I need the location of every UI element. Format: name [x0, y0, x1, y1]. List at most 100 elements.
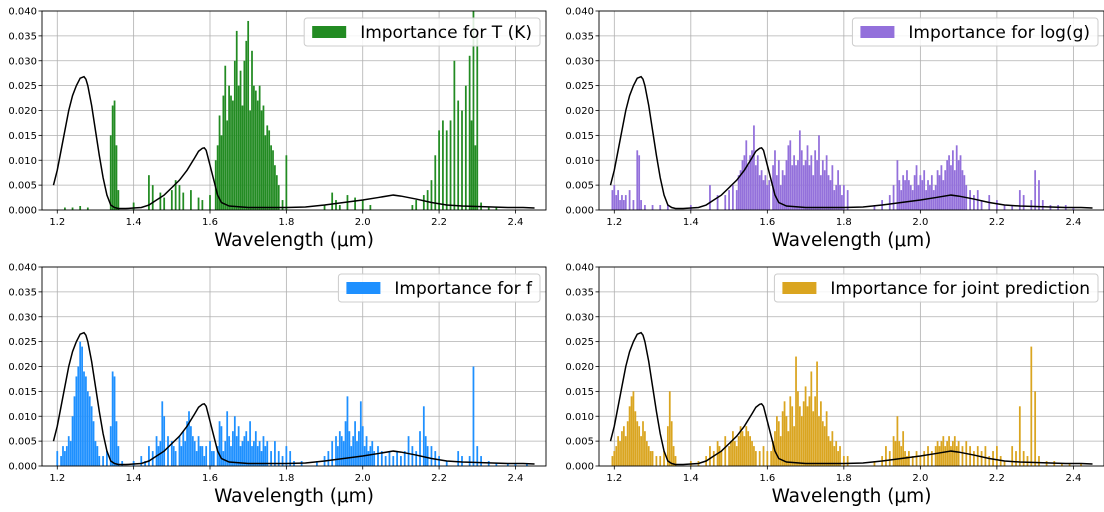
importance-bar	[253, 85, 255, 211]
x-axis-label: Wavelength (μm)	[214, 486, 374, 507]
importance-bar	[655, 456, 658, 466]
importance-bar	[1018, 190, 1021, 210]
importance-bar	[789, 396, 792, 466]
importance-bar	[827, 175, 830, 210]
importance-bar	[422, 195, 425, 210]
importance-bar	[1038, 456, 1040, 466]
importance-bar	[1068, 463, 1071, 466]
importance-bar	[952, 150, 954, 210]
importance-bar	[952, 441, 954, 467]
importance-bar	[184, 441, 187, 467]
legend-label: Importance for joint prediction	[830, 279, 1090, 299]
importance-bar	[251, 50, 253, 210]
importance-bar	[361, 426, 364, 466]
importance-bar	[818, 416, 820, 466]
spectrum-line	[52, 331, 535, 466]
importance-bar	[354, 197, 356, 210]
y-tick-label: 0.030	[8, 56, 37, 67]
importance-bar	[1038, 180, 1040, 210]
importance-bar	[243, 60, 246, 210]
y-tick-label: 0.015	[8, 387, 37, 398]
importance-bar	[798, 130, 801, 210]
importance-bar	[369, 446, 372, 466]
importance-bar	[73, 396, 76, 466]
x-tick-label: 1.6	[202, 473, 218, 484]
importance-bar	[220, 135, 223, 211]
importance-bar	[218, 421, 221, 466]
importance-bar	[955, 145, 958, 210]
importance-bar	[526, 463, 528, 466]
importance-bar	[950, 165, 952, 210]
importance-bar	[825, 411, 828, 466]
importance-bar	[728, 446, 730, 466]
importance-bar	[340, 436, 343, 466]
importance-bar	[266, 441, 269, 467]
importance-bar	[663, 451, 665, 466]
importance-bar	[256, 100, 259, 210]
y-tick-label: 0.005	[565, 181, 594, 192]
importance-bar	[111, 371, 114, 466]
importance-bar	[155, 436, 158, 466]
importance-bar	[94, 441, 97, 467]
importance-bar	[438, 130, 440, 210]
importance-bar	[718, 446, 721, 466]
chart-panel-2: 0.000 0.005 0.010 0.015 0.020 0.025 0.030 0.035…	[565, 7, 1104, 251]
importance-bar	[64, 451, 66, 466]
importance-bar	[938, 446, 941, 466]
importance-bar	[915, 165, 918, 210]
importance-bar	[904, 180, 906, 210]
importance-bar	[90, 406, 93, 466]
spectrum-line	[609, 331, 1093, 466]
importance-bar	[1011, 446, 1014, 466]
importance-bar	[973, 451, 975, 466]
importance-bar	[617, 190, 620, 210]
importance-bar	[270, 451, 272, 466]
importance-bar	[350, 446, 353, 466]
x-tick-label: 2.0	[912, 217, 928, 228]
importance-bar	[668, 391, 671, 467]
importance-bar	[846, 190, 849, 210]
importance-bar	[232, 431, 234, 466]
importance-bar	[829, 441, 832, 467]
importance-bar	[919, 456, 922, 466]
importance-bar	[806, 145, 809, 210]
importance-bar	[245, 431, 248, 466]
importance-bar	[659, 205, 662, 210]
importance-bar	[766, 451, 769, 466]
y-tick-label: 0.000	[565, 206, 594, 217]
importance-bar	[841, 195, 843, 210]
y-tick-label: 0.035	[8, 31, 37, 42]
importance-bar	[113, 100, 116, 210]
importance-bar	[77, 366, 80, 466]
x-tick-label: 1.2	[606, 473, 622, 484]
importance-bar	[163, 416, 166, 466]
importance-bar	[365, 436, 368, 466]
importance-bar	[285, 446, 288, 466]
importance-bar	[735, 446, 738, 466]
importance-bar	[178, 185, 181, 211]
importance-bar	[60, 456, 62, 466]
importance-bar	[709, 185, 711, 211]
importance-bar	[835, 185, 838, 211]
importance-bar	[953, 170, 956, 210]
importance-bar	[151, 185, 154, 211]
y-tick-label: 0.030	[565, 312, 594, 323]
importance-bar	[896, 160, 899, 210]
importance-bar	[728, 190, 730, 210]
importance-bar	[69, 441, 72, 467]
importance-bar	[180, 446, 183, 466]
importance-bar	[71, 416, 74, 466]
x-tick-label: 2.2	[989, 217, 1005, 228]
y-tick-label: 0.005	[565, 437, 594, 448]
importance-bar	[430, 446, 433, 466]
importance-bar	[929, 185, 931, 211]
importance-bar	[239, 446, 242, 466]
x-tick-label: 2.0	[355, 473, 371, 484]
importance-bar	[121, 461, 124, 466]
importance-bar	[791, 165, 794, 210]
importance-bar	[266, 125, 269, 210]
importance-bar	[644, 205, 646, 210]
y-tick-label: 0.030	[8, 312, 37, 323]
importance-bar	[62, 446, 64, 466]
